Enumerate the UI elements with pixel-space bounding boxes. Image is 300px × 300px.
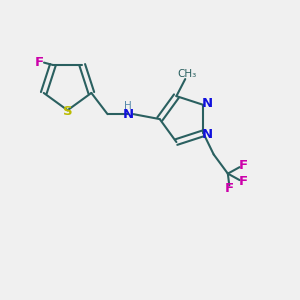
Text: CH₃: CH₃ (177, 69, 196, 79)
Text: F: F (225, 182, 234, 195)
Text: N: N (201, 97, 212, 110)
Text: N: N (123, 108, 134, 121)
Text: S: S (63, 105, 72, 118)
Text: H: H (124, 101, 132, 111)
Text: N: N (201, 128, 212, 141)
Text: F: F (35, 56, 44, 69)
Text: F: F (238, 176, 248, 188)
Text: F: F (238, 159, 248, 172)
